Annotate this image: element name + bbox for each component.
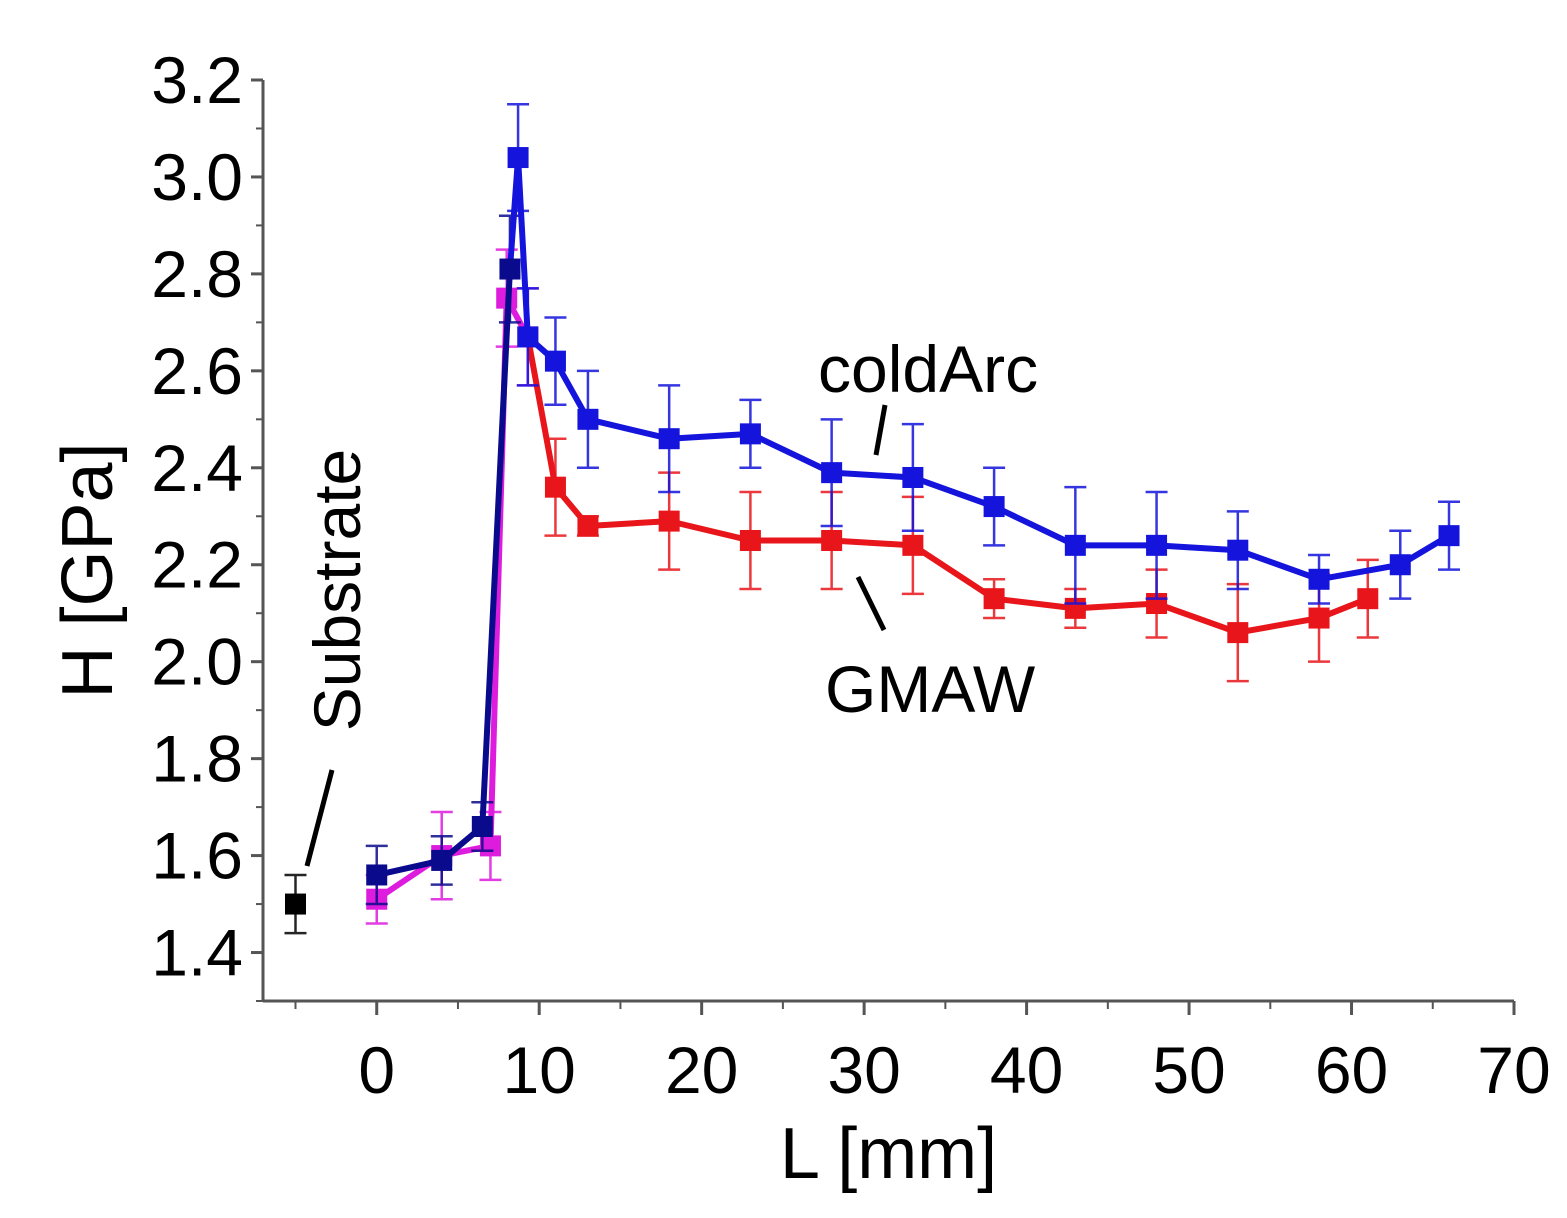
data-point [544, 476, 566, 498]
data-point [739, 423, 761, 445]
x-tick-label: 60 [1315, 1033, 1388, 1107]
y-tick-label: 3.0 [151, 140, 243, 214]
series-line-segment [479, 266, 513, 830]
data-point [544, 350, 566, 372]
series-line-segment [828, 469, 916, 481]
y-tick-label: 1.4 [151, 916, 243, 990]
x-tick-label: 40 [990, 1033, 1063, 1107]
x-axis-title: L [mm] [780, 1114, 997, 1194]
y-tick-label: 2.0 [151, 625, 243, 699]
x-tick-label: 30 [827, 1033, 900, 1107]
series-line-segment [1234, 615, 1323, 636]
series-line-segment [584, 518, 673, 529]
data-point [507, 147, 529, 169]
data-point [577, 408, 599, 430]
gmaw-annotation: GMAW [825, 652, 1036, 726]
series-line-segment [515, 154, 531, 340]
data-point [1146, 534, 1168, 556]
series-line-segment [747, 430, 835, 476]
data-point [902, 534, 924, 556]
series-substrate [284, 873, 307, 935]
ticks: 1.4 1.6 1.8 2.0 2.2 2.4 2.6 2.8 3.0 3.2 0 10 20 30 40 5… [151, 43, 1550, 1107]
data-point [577, 515, 599, 537]
data-point [1227, 539, 1249, 561]
data-series [284, 102, 1461, 935]
data-point [821, 462, 843, 484]
x-tick-label: 70 [1477, 1033, 1550, 1107]
series-line-segment [666, 430, 754, 442]
x-tick-label: 0 [358, 1033, 395, 1107]
series-coldarc [365, 102, 1461, 906]
series-line-segment [1072, 600, 1160, 612]
substrate-leader-line [304, 769, 335, 867]
data-point [1438, 525, 1460, 547]
series-line-segment [991, 595, 1079, 612]
y-tick-label: 2.4 [151, 431, 243, 505]
data-point [284, 893, 306, 915]
axes [261, 80, 1514, 1003]
data-point [1064, 534, 1086, 556]
y-axis-title: H [GPa] [48, 442, 128, 698]
substrate-annotation: Substrate [300, 449, 374, 732]
data-point [1308, 607, 1330, 629]
x-tick-label: 50 [1152, 1033, 1225, 1107]
data-point [658, 510, 680, 532]
series-line-segment [909, 474, 998, 510]
series-line-segment [991, 503, 1079, 549]
series-line-segment [1316, 561, 1404, 583]
x-tick-label: 20 [665, 1033, 738, 1107]
series-line-segment [1153, 542, 1241, 554]
coldarc-leader-line [873, 404, 888, 456]
data-point [1389, 554, 1411, 576]
series-line-segment [828, 537, 916, 549]
series-line-segment [666, 518, 754, 544]
y-tick-label: 1.6 [151, 819, 243, 893]
series-line-segment [373, 857, 445, 878]
gmaw-leader-line [855, 575, 887, 632]
data-point [902, 466, 924, 488]
data-point [821, 530, 843, 551]
series-line-segment [909, 542, 998, 602]
data-point [1308, 568, 1330, 590]
coldarc-annotation: coldArc [818, 332, 1038, 406]
data-point [499, 258, 521, 280]
data-point [517, 326, 539, 348]
data-point [1357, 588, 1379, 610]
data-point [366, 864, 388, 886]
y-tick-label: 3.2 [151, 43, 243, 117]
data-point [1227, 622, 1249, 644]
data-point [739, 530, 761, 551]
series-line-segment [584, 416, 673, 442]
annotations: Substrate coldArc GMAW [300, 332, 1038, 867]
series-line-segment [524, 333, 559, 491]
series-line-segment [1153, 600, 1241, 636]
data-point [983, 588, 1005, 610]
x-tick-label: 10 [502, 1033, 575, 1107]
y-tick-label: 2.2 [151, 528, 243, 602]
y-tick-label: 1.8 [151, 722, 243, 796]
data-point [983, 496, 1005, 518]
data-point [431, 849, 453, 871]
y-tick-label: 2.6 [151, 334, 243, 408]
data-point [658, 428, 680, 450]
series-line-segment [1234, 547, 1323, 583]
data-point [471, 815, 493, 837]
series-gmaw [365, 248, 1379, 925]
y-tick-label: 2.8 [151, 237, 243, 311]
